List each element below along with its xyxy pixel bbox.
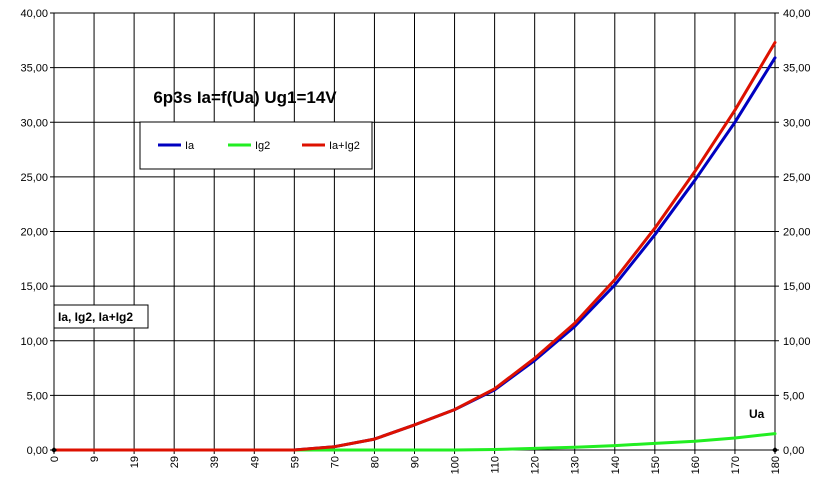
x-tick-label: 0 [49,456,61,462]
y-tick-label-left: 10,00 [20,336,48,348]
axis-end-marker [772,447,778,453]
y-tick-label-left: 35,00 [20,63,48,75]
y-axis-title-box: Ia, Ig2, Ia+Ig2 [53,304,149,329]
y-axis-title-frame [53,304,149,329]
x-tick-label: 90 [410,456,422,468]
x-tick-label: 180 [770,456,782,474]
y-tick-label-right: 5,00 [783,390,804,402]
y-tick-label-left: 30,00 [20,117,48,129]
x-tick-label: 49 [249,456,261,468]
x-tick-label: 39 [209,456,221,468]
x-tick-label: 9 [89,456,101,462]
x-axis-title: Ua [749,407,765,421]
y-tick-label-left: 5,00 [27,390,48,402]
y-tick-label-left: 25,00 [20,172,48,184]
x-tick-label: 130 [570,456,582,474]
x-axis: 0 9 19 29 39 49 59 70 80 90 100 110 120 130 140 150 160 1… [49,450,782,474]
series-group [51,41,778,453]
legend: Ia Ig2 Ia+Ig2 [139,121,373,170]
x-tick-label: 110 [490,456,502,474]
legend-label-ia: Ia [185,140,195,152]
axis-end-marker [51,447,57,453]
legend-label-ia-ig2: Ia+Ig2 [329,140,360,152]
x-tick-label: 29 [169,456,181,468]
x-tick-label: 19 [129,456,141,468]
y-tick-label-right: 30,00 [783,117,811,129]
y-tick-label-left: 0,00 [27,445,48,457]
y-tick-label-right: 0,00 [783,445,804,457]
y-axis-title: Ia, Ig2, Ia+Ig2 [58,310,133,324]
y-tick-label-right: 25,00 [783,172,811,184]
y-tick-label-left: 15,00 [20,281,48,293]
x-tick-label: 120 [530,456,542,474]
x-tick-label: 59 [289,456,301,468]
legend-label-ig2: Ig2 [255,140,270,152]
grid [53,12,776,451]
y-tick-label-left: 40,00 [20,8,48,20]
y-tick-label-right: 15,00 [783,281,811,293]
x-tick-label: 70 [329,456,341,468]
y-tick-label-right: 35,00 [783,63,811,75]
x-tick-label: 100 [450,456,462,474]
x-tick-label: 80 [369,456,381,468]
series-line-ia-ig2 [52,41,777,452]
y-axis-left: 0,00 5,00 10,00 15,00 20,00 25,00 30,00 35,00 40… [20,8,54,457]
y-tick-label-left: 20,00 [20,227,48,239]
y-axis-right: 0,00 5,00 10,00 15,00 20,00 25,00 30,00 35,00 40… [775,8,811,457]
y-tick-label-right: 20,00 [783,227,811,239]
x-tick-label: 170 [730,456,742,474]
y-tick-label-right: 40,00 [783,8,811,20]
y-tick-label-right: 10,00 [783,336,811,348]
chart-title: 6p3s Ia=f(Ua) Ug1=14V [153,88,337,107]
x-tick-label: 140 [610,456,622,474]
x-tick-label: 150 [650,456,662,474]
x-tick-label: 160 [690,456,702,474]
